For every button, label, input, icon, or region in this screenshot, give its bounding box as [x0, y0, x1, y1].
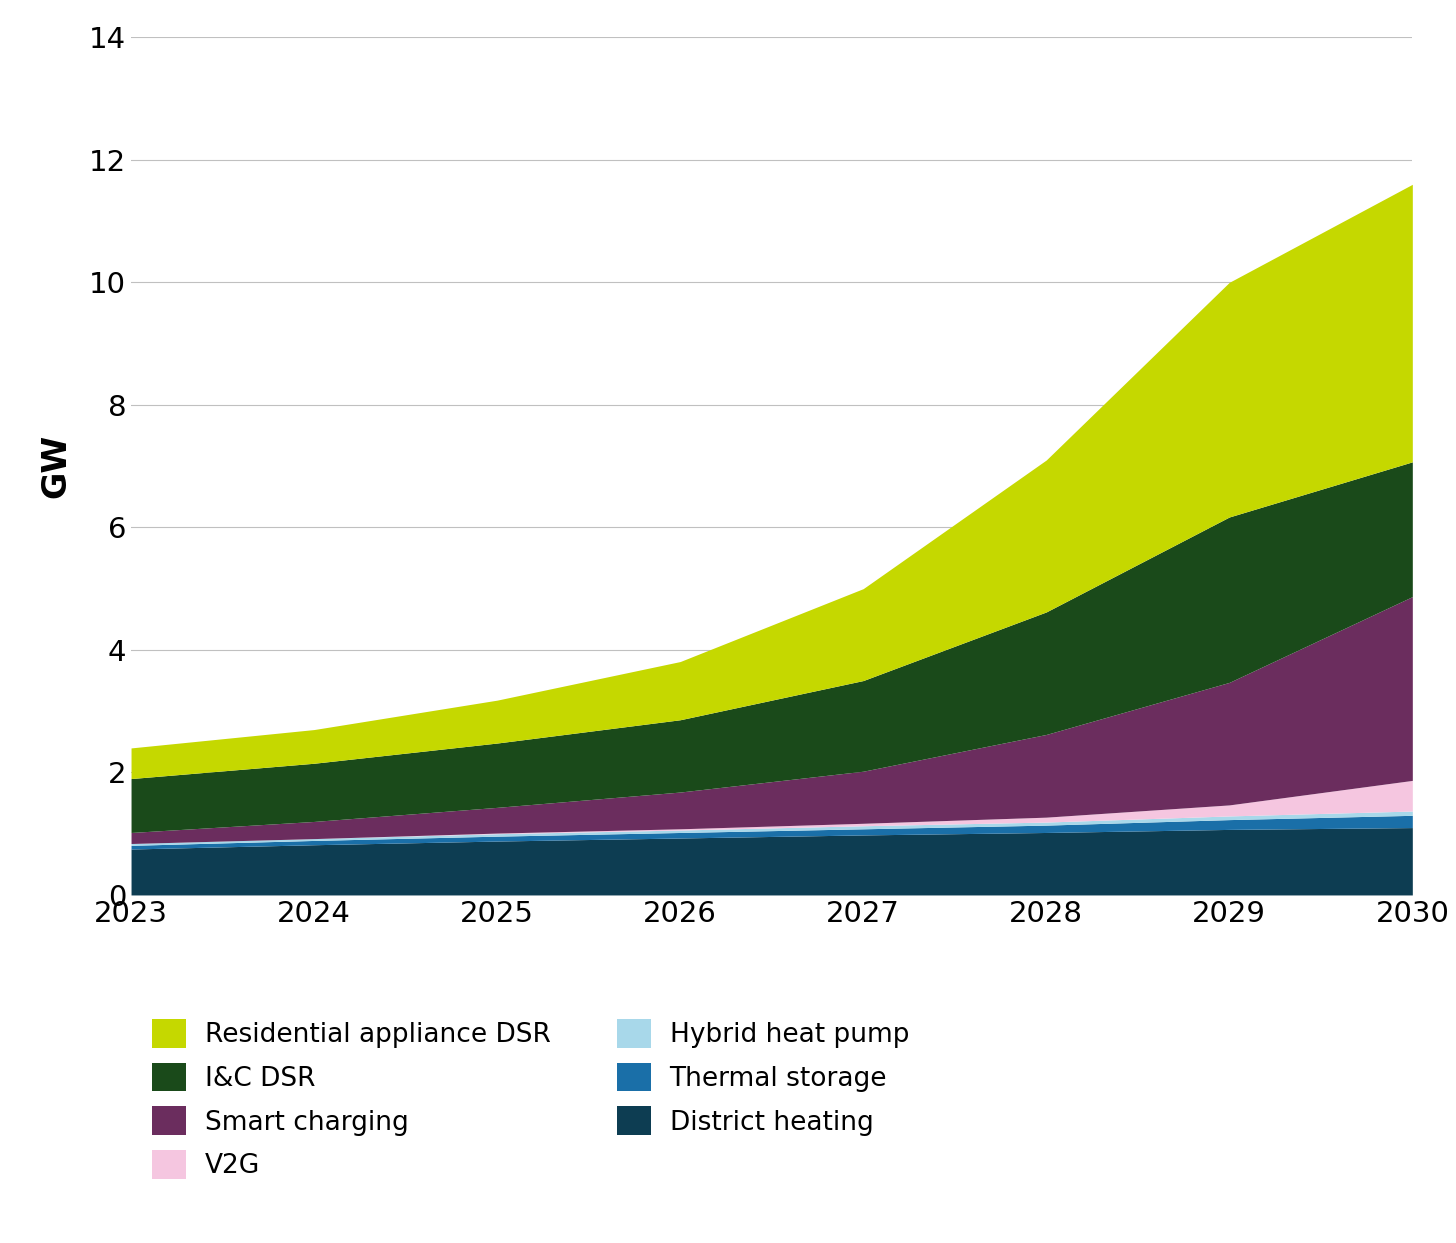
- Y-axis label: GW: GW: [39, 434, 73, 498]
- Legend: Residential appliance DSR, I&C DSR, Smart charging, V2G, Hybrid heat pump, Therm: Residential appliance DSR, I&C DSR, Smar…: [144, 1011, 917, 1187]
